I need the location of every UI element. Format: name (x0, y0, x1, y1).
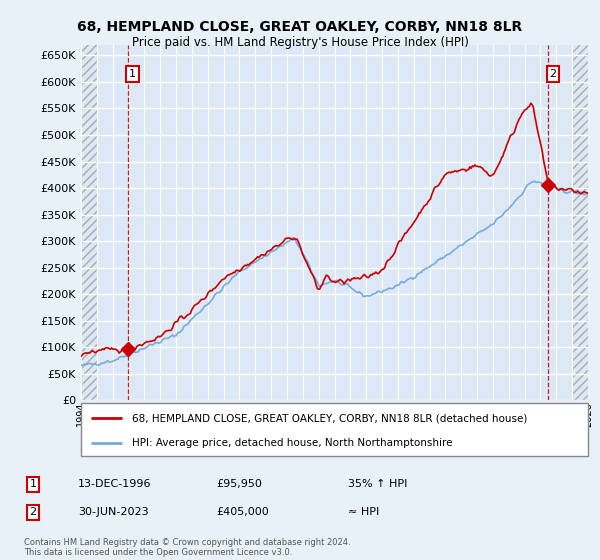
Text: 13-DEC-1996: 13-DEC-1996 (78, 479, 151, 489)
Text: 1: 1 (29, 479, 37, 489)
Text: 1: 1 (129, 69, 136, 79)
Text: £405,000: £405,000 (216, 507, 269, 517)
Text: 2: 2 (29, 507, 37, 517)
FancyBboxPatch shape (81, 403, 588, 456)
Text: 35% ↑ HPI: 35% ↑ HPI (348, 479, 407, 489)
Text: 2: 2 (550, 69, 557, 79)
Bar (572, 45, 588, 400)
Bar (81, 45, 97, 400)
Text: HPI: Average price, detached house, North Northamptonshire: HPI: Average price, detached house, Nort… (132, 438, 452, 448)
Text: Price paid vs. HM Land Registry's House Price Index (HPI): Price paid vs. HM Land Registry's House … (131, 36, 469, 49)
Text: Contains HM Land Registry data © Crown copyright and database right 2024.
This d: Contains HM Land Registry data © Crown c… (24, 538, 350, 557)
Text: 30-JUN-2023: 30-JUN-2023 (78, 507, 149, 517)
Text: £95,950: £95,950 (216, 479, 262, 489)
Text: 68, HEMPLAND CLOSE, GREAT OAKLEY, CORBY, NN18 8LR: 68, HEMPLAND CLOSE, GREAT OAKLEY, CORBY,… (77, 20, 523, 34)
Text: ≈ HPI: ≈ HPI (348, 507, 379, 517)
Text: 68, HEMPLAND CLOSE, GREAT OAKLEY, CORBY, NN18 8LR (detached house): 68, HEMPLAND CLOSE, GREAT OAKLEY, CORBY,… (132, 413, 527, 423)
